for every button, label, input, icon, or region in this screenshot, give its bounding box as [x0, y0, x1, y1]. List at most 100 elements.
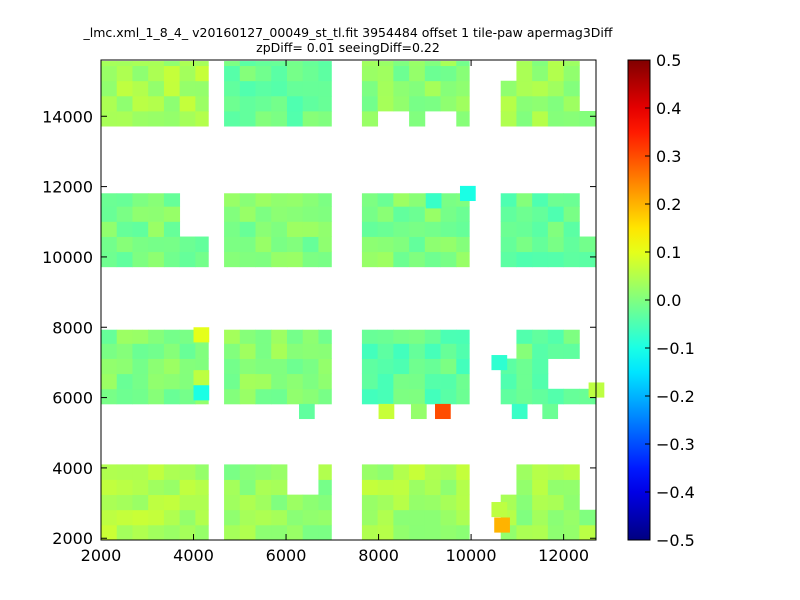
heatmap-cell	[547, 61, 565, 67]
heatmap-cell	[101, 221, 118, 237]
heatmap-cell	[271, 388, 288, 405]
heatmap-cell	[286, 206, 304, 222]
heatmap-cell	[547, 236, 565, 253]
heatmap-cell	[255, 388, 272, 405]
heatmap-cell	[532, 329, 549, 344]
heatmap-cell	[179, 110, 196, 127]
heatmap-cell	[255, 329, 272, 344]
heatmap-cell	[179, 388, 196, 405]
heatmap-cell	[286, 95, 304, 112]
heatmap-cell	[532, 193, 549, 207]
heatmap-cell	[393, 343, 410, 359]
heatmap-cell	[361, 61, 379, 67]
heatmap-cell	[361, 221, 379, 237]
heatmap-cell	[318, 95, 332, 112]
heatmap-cell	[440, 509, 457, 526]
heatmap-cell	[163, 343, 181, 359]
heatmap-cell	[101, 236, 118, 253]
heatmap-cell	[195, 494, 209, 511]
heatmap-cell	[456, 65, 470, 82]
heatmap-cell	[547, 251, 565, 268]
heatmap-cell	[116, 358, 133, 375]
heatmap-cell	[179, 524, 196, 541]
heatmap-cell	[224, 524, 241, 541]
heatmap-cell	[286, 221, 304, 237]
heatmap-cell	[195, 509, 209, 526]
heatmap-cell	[101, 358, 118, 375]
heatmap-cell	[239, 479, 256, 496]
heatmap-cell	[271, 65, 288, 82]
heatmap-cell	[101, 206, 118, 222]
heatmap-cell	[318, 65, 332, 82]
heatmap-cell	[286, 329, 304, 344]
heatmap-cell	[516, 524, 533, 541]
heatmap-cell	[393, 206, 410, 222]
heatmap-cell	[163, 193, 181, 207]
heatmap-cell	[456, 110, 470, 127]
heatmap-cell	[116, 80, 133, 97]
heatmap-cell	[456, 479, 470, 496]
heatmap-cell	[224, 343, 241, 359]
heatmap-cell	[424, 221, 441, 237]
heatmap-cell	[318, 329, 332, 344]
heatmap-cell	[318, 236, 332, 253]
heatmap-cell	[271, 373, 288, 390]
heatmap-cell	[302, 80, 319, 97]
heatmap-cell	[132, 251, 149, 268]
heatmap-cell	[424, 343, 441, 359]
heatmap-cell	[318, 193, 332, 207]
y-tick-label: 8000	[52, 318, 93, 337]
heatmap-cell	[393, 329, 410, 344]
heatmap-cell	[239, 65, 256, 82]
heatmap-cell	[532, 373, 549, 390]
y-tick-label: 12000	[42, 178, 93, 197]
heatmap-cell	[532, 236, 549, 253]
heatmap-cell	[409, 221, 426, 237]
heatmap-cell	[563, 388, 580, 405]
heatmap-cell	[377, 95, 394, 112]
colorbar-tick-label: −0.3	[656, 435, 695, 454]
heatmap-cell	[500, 206, 517, 222]
y-tick-label: 4000	[52, 459, 93, 478]
heatmap-cell	[377, 524, 394, 541]
heatmap-cell	[239, 388, 256, 405]
heatmap-cell	[516, 479, 533, 496]
colorbar-tick-label: 0.0	[656, 291, 681, 310]
heatmap-cell	[163, 509, 181, 526]
heatmap-cell	[440, 95, 457, 112]
heatmap-cell	[179, 343, 196, 359]
heatmap-cell	[148, 65, 165, 82]
heatmap-cell	[179, 509, 196, 526]
heatmap-cell	[440, 343, 457, 359]
heatmap-cell	[179, 251, 196, 268]
heatmap-cell	[224, 464, 241, 480]
heatmap-cell	[255, 61, 272, 67]
heatmap-cell	[302, 236, 319, 253]
heatmap-cell	[377, 464, 394, 480]
heatmap-cell	[440, 358, 457, 375]
heatmap-cell	[101, 329, 118, 344]
heatmap-cell	[547, 388, 565, 405]
chart-title: _lmc.xml_1_8_4_ v20160127_00049_st_tl.fi…	[82, 25, 612, 40]
heatmap-cell	[239, 373, 256, 390]
colorbar-tick-label: 0.1	[656, 243, 681, 262]
heatmap-cell	[424, 80, 441, 97]
heatmap-cell	[516, 343, 533, 359]
heatmap-cell	[393, 236, 410, 253]
heatmap-cell	[224, 509, 241, 526]
heatmap-cell	[318, 464, 332, 480]
heatmap-cell-highlight	[542, 403, 559, 420]
heatmap-cell	[409, 329, 426, 344]
heatmap-cell	[148, 524, 165, 541]
heatmap-cell	[500, 373, 517, 390]
y-tick-label: 14000	[42, 107, 93, 126]
heatmap-cell	[456, 95, 470, 112]
heatmap-cell	[500, 388, 517, 405]
heatmap-cell	[409, 494, 426, 511]
heatmap-cell	[148, 110, 165, 127]
heatmap-cell	[302, 206, 319, 222]
heatmap-cell	[286, 110, 304, 127]
heatmap-cell	[302, 343, 319, 359]
heatmap-cell	[318, 494, 332, 511]
heatmap-cell	[532, 61, 549, 67]
